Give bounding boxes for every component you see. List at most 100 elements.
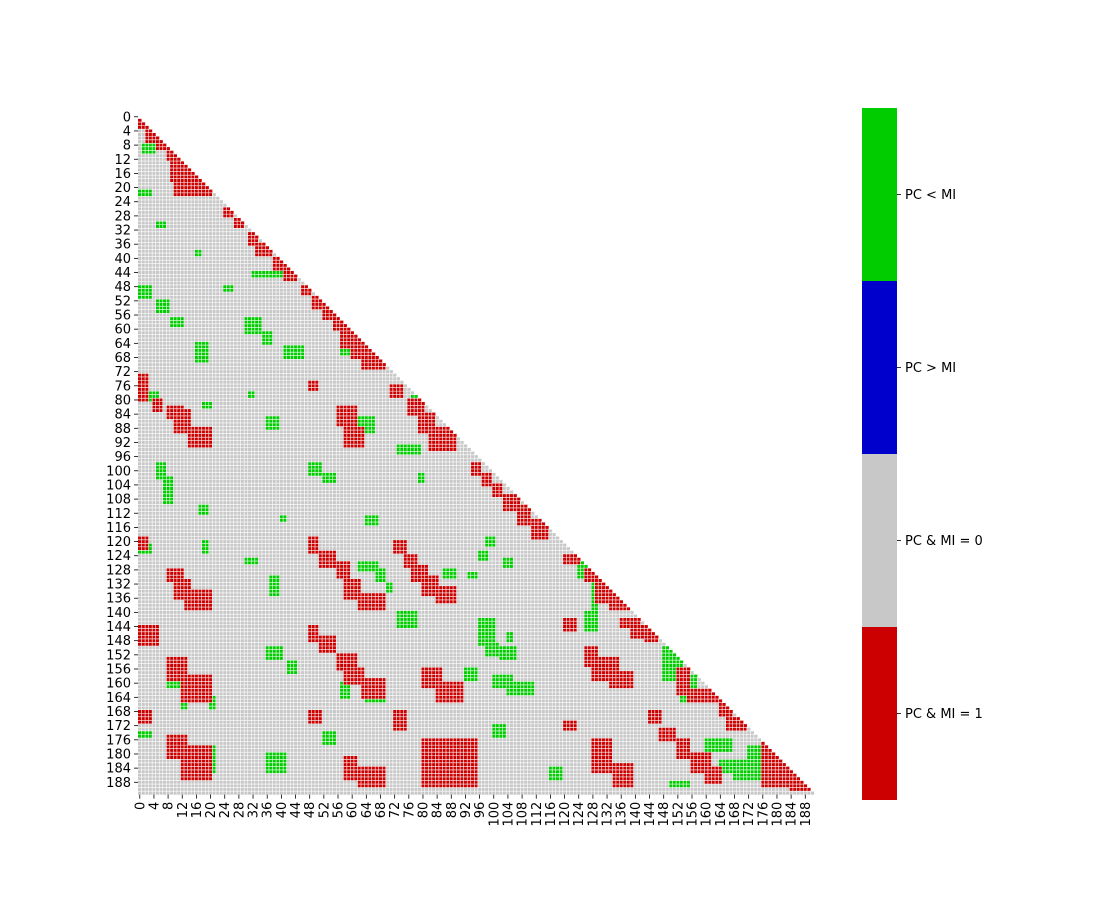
heatmap-cell bbox=[212, 762, 216, 767]
heatmap-row-59 bbox=[138, 323, 347, 328]
heatmap-cell bbox=[138, 546, 149, 551]
heatmap-cell bbox=[499, 656, 517, 661]
heatmap-cell bbox=[254, 249, 273, 254]
heatmap-cell bbox=[180, 699, 213, 703]
heatmap-cell bbox=[722, 769, 762, 774]
heatmap-row-115 bbox=[138, 522, 546, 526]
heatmap-cell bbox=[725, 720, 744, 724]
heatmap-cell bbox=[212, 769, 216, 774]
heatmap-cell bbox=[152, 401, 163, 406]
heatmap-cell bbox=[591, 582, 595, 586]
heatmap-cell bbox=[350, 352, 376, 356]
heatmap-cell bbox=[272, 267, 291, 271]
x-tick-label: 108 bbox=[516, 802, 531, 827]
x-tick-label: 180 bbox=[770, 802, 785, 827]
x-tick-label: 148 bbox=[657, 802, 672, 827]
heatmap-cell bbox=[477, 550, 489, 554]
heatmap-row-39 bbox=[138, 253, 277, 257]
heatmap-cell bbox=[138, 387, 149, 392]
heatmap-cell bbox=[265, 649, 284, 654]
heatmap-cell bbox=[138, 380, 149, 385]
x-tick-label: 172 bbox=[742, 802, 757, 827]
heatmap-cell bbox=[166, 755, 213, 760]
y-tick-label: 4 bbox=[123, 124, 131, 139]
heatmap-cell bbox=[173, 419, 192, 423]
x-tick-label: 92 bbox=[459, 802, 474, 819]
heatmap-cell bbox=[180, 695, 213, 700]
heatmap-cell bbox=[580, 561, 585, 565]
heatmap-cell bbox=[502, 504, 528, 508]
heatmap-row-107 bbox=[138, 493, 517, 498]
heatmap-row-121 bbox=[138, 543, 567, 547]
heatmap-row-19 bbox=[138, 182, 206, 186]
x-tick-label: 24 bbox=[218, 802, 233, 819]
heatmap-cell bbox=[686, 695, 719, 700]
heatmap-row-163 bbox=[138, 692, 716, 696]
heatmap-row-31 bbox=[138, 224, 248, 229]
heatmap-cell bbox=[268, 582, 280, 586]
heatmap-cell bbox=[704, 780, 723, 785]
heatmap-cell bbox=[145, 139, 163, 144]
heatmap-cell bbox=[339, 341, 365, 346]
y-tick-label: 176 bbox=[106, 733, 131, 748]
heatmap-cell bbox=[502, 564, 514, 569]
heatmap-cell bbox=[339, 684, 351, 689]
heatmap-cell bbox=[244, 323, 262, 328]
heatmap-row-117 bbox=[138, 529, 553, 533]
heatmap-row-79 bbox=[138, 394, 418, 399]
heatmap-cell bbox=[268, 585, 280, 590]
heatmap-row-25 bbox=[138, 203, 227, 208]
heatmap-cell bbox=[361, 684, 386, 689]
heatmap-cell bbox=[364, 426, 376, 431]
heatmap-cell bbox=[343, 585, 362, 590]
heatmap-cell bbox=[311, 299, 323, 303]
heatmap-cell bbox=[268, 589, 280, 593]
heatmap-cell bbox=[484, 539, 496, 544]
heatmap-row-97 bbox=[138, 458, 482, 462]
x-tick-label: 4 bbox=[147, 802, 162, 810]
heatmap-row-105 bbox=[138, 486, 510, 491]
heatmap-cell bbox=[265, 656, 284, 661]
heatmap-cell bbox=[169, 171, 195, 176]
y-tick-label: 40 bbox=[114, 252, 131, 267]
y-tick-label: 148 bbox=[106, 634, 131, 649]
heatmap-cell bbox=[704, 773, 723, 777]
heatmap-cell bbox=[162, 486, 174, 491]
y-tick-label: 68 bbox=[114, 351, 131, 366]
heatmap-cell bbox=[704, 776, 723, 781]
x-tick-label: 128 bbox=[586, 802, 601, 827]
heatmap-cell bbox=[138, 543, 149, 547]
heatmap-cell bbox=[307, 624, 319, 629]
heatmap-cell bbox=[173, 589, 213, 593]
heatmap-cell bbox=[322, 309, 333, 314]
heatmap-cell bbox=[155, 461, 167, 466]
heatmap-row-23 bbox=[138, 196, 220, 200]
y-tick-label: 132 bbox=[106, 578, 131, 593]
heatmap-cell bbox=[477, 553, 489, 558]
heatmap-cell bbox=[676, 692, 716, 696]
heatmap-row-35 bbox=[138, 238, 262, 243]
y-tick-label: 24 bbox=[114, 195, 131, 210]
heatmap-cell bbox=[138, 539, 149, 544]
y-tick-label: 104 bbox=[106, 478, 131, 493]
heatmap-row-13 bbox=[138, 161, 185, 165]
colorbar-label: PC < MI bbox=[905, 188, 956, 203]
heatmap-cell bbox=[318, 557, 337, 562]
heatmap-cell bbox=[361, 695, 386, 700]
heatmap-cell bbox=[166, 677, 213, 682]
heatmap-cell bbox=[417, 415, 436, 420]
colorbar-swatch bbox=[862, 627, 897, 800]
heatmap-cell bbox=[307, 546, 319, 551]
heatmap-cell bbox=[247, 235, 259, 239]
heatmap-row-111 bbox=[138, 507, 531, 512]
heatmap-cell bbox=[481, 479, 492, 484]
heatmap-cell bbox=[530, 529, 549, 533]
heatmap-cell bbox=[307, 543, 319, 547]
x-tick-label: 48 bbox=[303, 802, 318, 819]
heatmap-cell bbox=[212, 752, 216, 756]
heatmap-cell bbox=[332, 327, 351, 331]
heatmap-cell bbox=[155, 476, 174, 480]
heatmap-cell bbox=[166, 674, 213, 678]
heatmap-grid-lines bbox=[138, 118, 815, 795]
